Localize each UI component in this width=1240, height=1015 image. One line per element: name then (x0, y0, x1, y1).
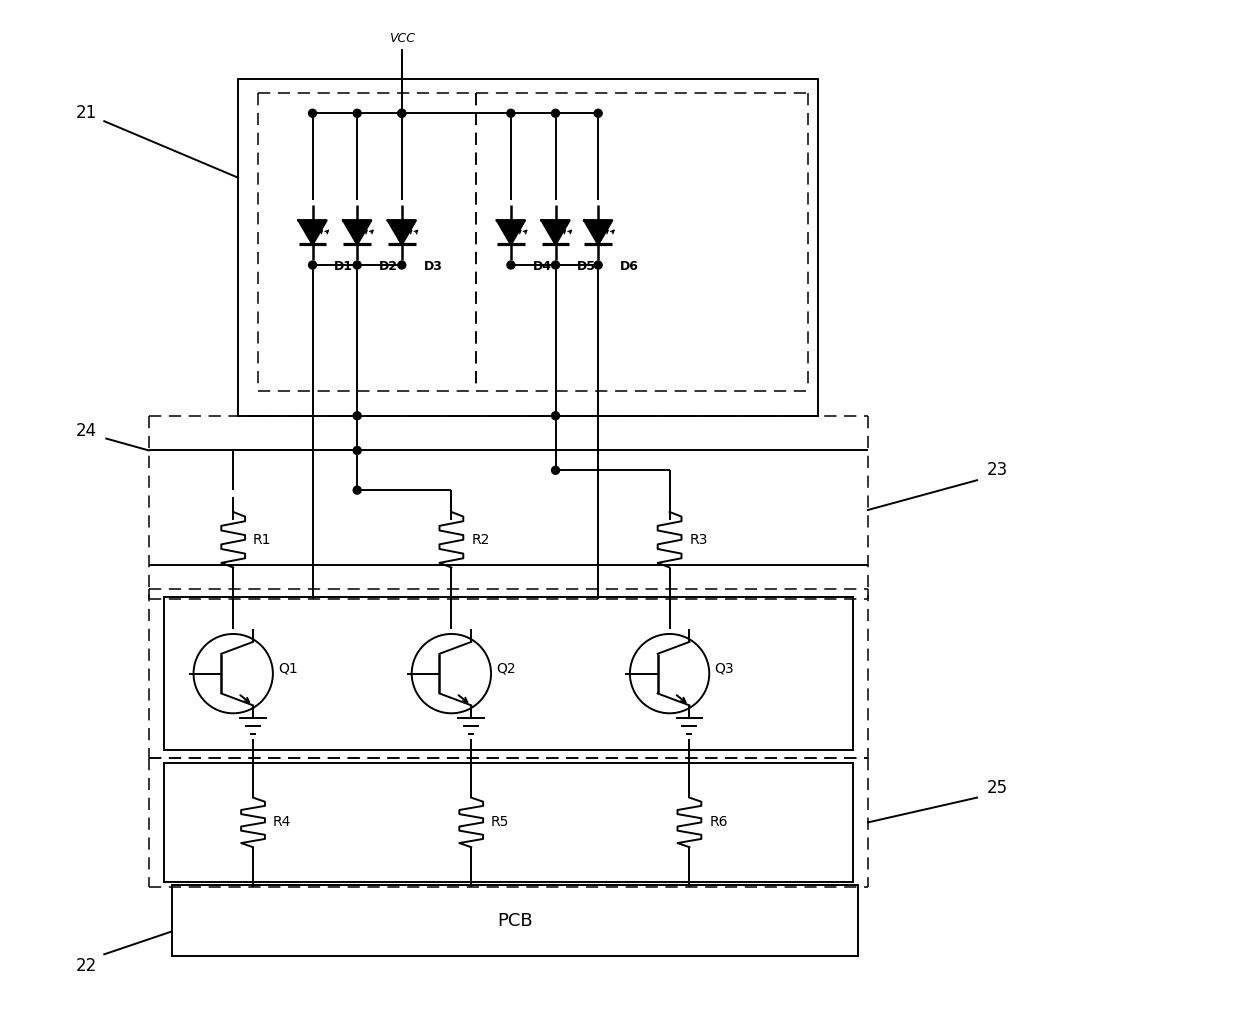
Text: PCB: PCB (497, 911, 533, 930)
Text: D5: D5 (578, 261, 596, 273)
Circle shape (507, 110, 515, 117)
Circle shape (594, 110, 603, 117)
Polygon shape (388, 220, 415, 245)
Polygon shape (299, 220, 326, 245)
Text: R5: R5 (491, 815, 510, 829)
Text: D3: D3 (424, 261, 443, 273)
Circle shape (398, 110, 405, 117)
Text: R6: R6 (709, 815, 728, 829)
Polygon shape (542, 220, 569, 245)
Circle shape (507, 261, 515, 269)
Text: D2: D2 (379, 261, 398, 273)
Polygon shape (497, 220, 525, 245)
Text: Q2: Q2 (496, 662, 516, 676)
Circle shape (398, 261, 405, 269)
Circle shape (552, 466, 559, 474)
Polygon shape (584, 220, 613, 245)
Text: R3: R3 (689, 533, 708, 547)
Circle shape (552, 110, 559, 117)
Text: VCC: VCC (389, 32, 415, 46)
Polygon shape (343, 220, 371, 245)
Text: R2: R2 (471, 533, 490, 547)
Text: Q1: Q1 (278, 662, 298, 676)
Circle shape (353, 447, 361, 455)
Text: D1: D1 (335, 261, 353, 273)
Circle shape (552, 261, 559, 269)
Text: 22: 22 (76, 957, 97, 975)
Circle shape (398, 110, 405, 117)
Text: D4: D4 (533, 261, 552, 273)
Circle shape (353, 486, 361, 494)
Text: 23: 23 (986, 461, 1008, 479)
Text: R4: R4 (273, 815, 291, 829)
Text: Q3: Q3 (714, 662, 734, 676)
Circle shape (353, 110, 361, 117)
Text: R1: R1 (253, 533, 272, 547)
Circle shape (594, 261, 603, 269)
Circle shape (353, 412, 361, 420)
Text: 24: 24 (76, 421, 97, 439)
Circle shape (309, 110, 316, 117)
Circle shape (309, 261, 316, 269)
Text: D6: D6 (620, 261, 639, 273)
Text: 21: 21 (76, 105, 97, 122)
Circle shape (552, 412, 559, 420)
Circle shape (353, 261, 361, 269)
Text: 25: 25 (986, 779, 1007, 797)
